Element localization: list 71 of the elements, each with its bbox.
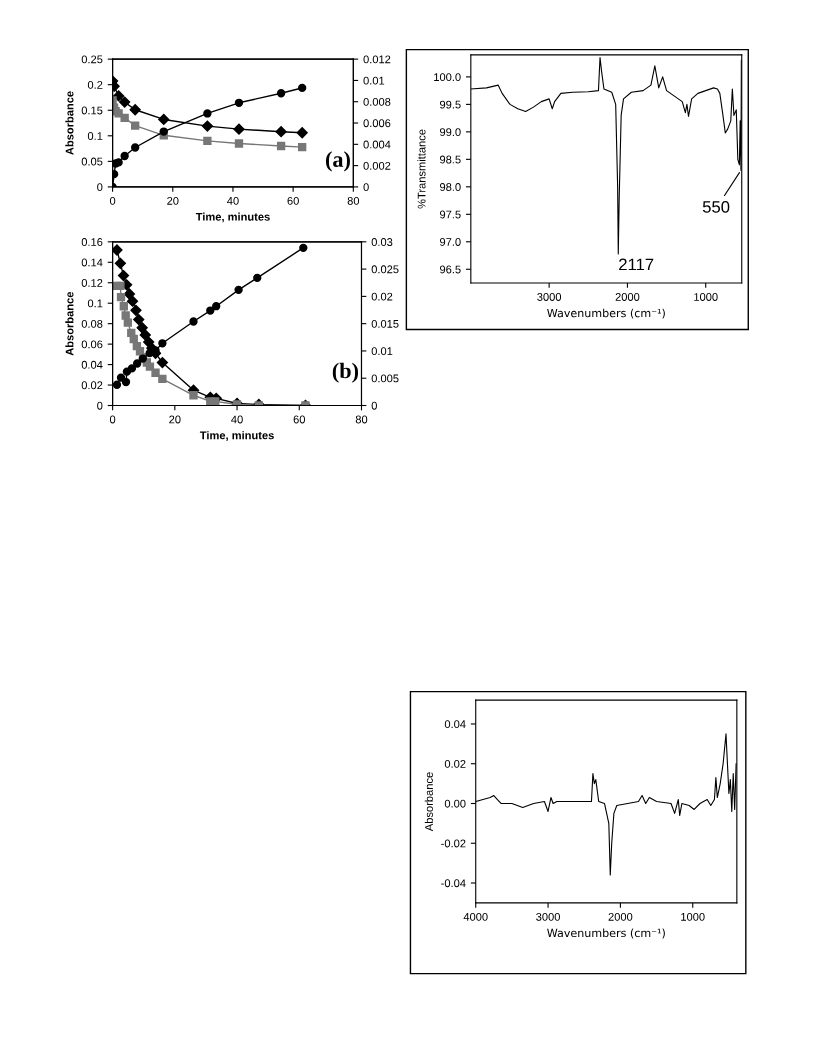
y2-tick-label: 0.006 (363, 119, 391, 128)
x-tick-label: 80 (347, 196, 360, 205)
y-tick-label: -0.02 (441, 839, 466, 848)
y-tick-label: 0.14 (81, 258, 103, 267)
y2-tick-label: 0.025 (371, 265, 399, 274)
y-axis-title: Absorbance (424, 772, 433, 832)
y-tick-label: 0.1 (87, 299, 103, 308)
y-tick-label: 98.0 (440, 183, 461, 191)
x-tick-label: 1000 (694, 293, 718, 301)
annotation: 550 (702, 201, 730, 213)
annotation: 2117 (619, 258, 654, 271)
y-tick-label: 0 (97, 183, 103, 192)
x-tick-label: 80 (355, 415, 368, 424)
x-axis-title: Time, minutes (195, 212, 270, 223)
y-tick-label: 0.1 (87, 132, 103, 140)
x-tick-label: 1000 (681, 912, 705, 921)
y-tick-label: 0.02 (444, 760, 466, 768)
x-tick-label: 40 (227, 196, 239, 205)
y2-tick-label: 0.002 (363, 161, 391, 170)
y-tick-label: 99.0 (440, 128, 461, 136)
x-tick-label: 20 (169, 415, 181, 424)
y-tick-label: 0.06 (81, 340, 103, 349)
y-tick-label: 0.00 (444, 799, 466, 808)
x-tick-label: 3000 (536, 912, 560, 921)
y-tick-label: 97.0 (440, 238, 461, 246)
y2-tick-label: 0 (371, 401, 377, 410)
x-tick-label: 2000 (615, 293, 640, 301)
y2-tick-label: 0.01 (363, 76, 385, 85)
y-tick-label: 0.04 (81, 360, 103, 369)
y-tick-label: 0.12 (81, 279, 103, 287)
y2-tick-label: 0.03 (371, 238, 393, 246)
y2-tick-label: 0.015 (371, 319, 399, 328)
y-tick-label: 0.05 (81, 157, 103, 166)
x-tick-label: 2000 (608, 912, 633, 921)
x-tick-label: 60 (293, 415, 306, 424)
y-tick-label: 97.5 (440, 210, 461, 219)
x-tick-label: 60 (287, 196, 299, 205)
x-tick-label: 4000 (463, 912, 488, 921)
y2-tick-label: 0.008 (363, 98, 391, 106)
y-tick-label: 0.2 (87, 80, 103, 89)
y-axis-title: Absorbance (65, 291, 74, 356)
y-tick-label: 99.5 (440, 100, 461, 109)
y-tick-label: 0.25 (81, 55, 103, 64)
x-tick-label: 0 (109, 196, 116, 205)
y2-tick-label: 0.005 (371, 374, 399, 383)
y-tick-label: 0 (97, 401, 103, 410)
y-tick-label: -0.04 (441, 879, 466, 888)
y-tick-label: 0.16 (81, 238, 103, 246)
y-tick-label: 96.5 (440, 265, 461, 274)
x-axis-title: Time, minutes (199, 431, 274, 441)
x-tick-label: 20 (167, 196, 179, 205)
y-tick-label: 0.08 (81, 319, 103, 328)
y2-tick-label: 0.02 (371, 292, 393, 301)
y2-tick-label: 0 (363, 183, 369, 192)
y-tick-label: 0.02 (81, 381, 103, 390)
y2-tick-label: 0.01 (371, 347, 393, 356)
y-tick-label: 0.15 (81, 106, 103, 115)
y-axis-title: %Transmittance (417, 129, 426, 209)
x-tick-label: 40 (231, 415, 243, 424)
x-tick-label: 0 (109, 415, 116, 424)
y2-tick-label: 0.012 (363, 55, 391, 64)
y-tick-label: 0.04 (444, 720, 466, 729)
x-axis-title: Wavenumbers (cm⁻¹) (547, 308, 665, 319)
annotation: (b) (332, 362, 359, 383)
annotation: (a) (325, 151, 350, 172)
x-tick-label: 3000 (537, 293, 562, 301)
x-axis-title: Wavenumbers (cm⁻¹) (547, 928, 665, 939)
y-tick-label: 100.0 (434, 73, 461, 82)
y2-tick-label: 0.004 (363, 140, 391, 149)
y-tick-label: 98.5 (440, 155, 461, 164)
y-axis-title: Absorbance (65, 91, 74, 155)
